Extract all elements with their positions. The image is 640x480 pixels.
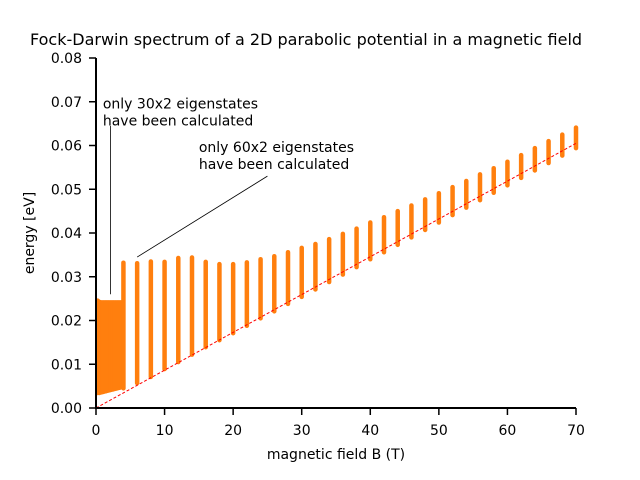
axes: 0 10 20 30 40 50 60 70 0.00 0.01 0.02 0.03 0.04 0.05 0… [51,51,585,439]
x-tick-label: 20 [224,423,242,439]
chart-title: Fock-Darwin spectrum of a 2D parabolic p… [30,30,582,49]
y-tick-label: 0.05 [51,182,82,198]
y-tick-label: 0.02 [51,314,82,330]
x-tick-label: 30 [293,423,311,439]
annotation-text: have been calculated [199,157,349,173]
x-tick-label: 50 [430,423,448,439]
x-tick-label: 40 [361,423,379,439]
y-tick-label: 0.06 [51,139,82,155]
y-tick-label: 0.00 [51,401,82,417]
y-tick-label: 0.01 [51,357,82,373]
y-tick-label: 0.04 [51,226,82,242]
y-axis-label: energy [eV] [22,192,38,274]
x-tick-label: 0 [92,423,101,439]
x-axis-label: magnetic field B (T) [267,447,405,463]
reference-line [95,142,577,409]
y-tick-label: 0.03 [51,270,82,286]
annotation-line [136,175,268,258]
x-tick-label: 70 [567,423,585,439]
x-tick-label: 10 [156,423,174,439]
annotation-text: only 30x2 eigenstates [103,96,258,112]
annotation-text: have been calculated [103,113,253,129]
y-tick-label: 0.07 [51,95,82,111]
annotation-text: only 60x2 eigenstates [199,140,354,156]
x-tick-label: 60 [499,423,517,439]
y-tick-label: 0.08 [51,51,82,67]
